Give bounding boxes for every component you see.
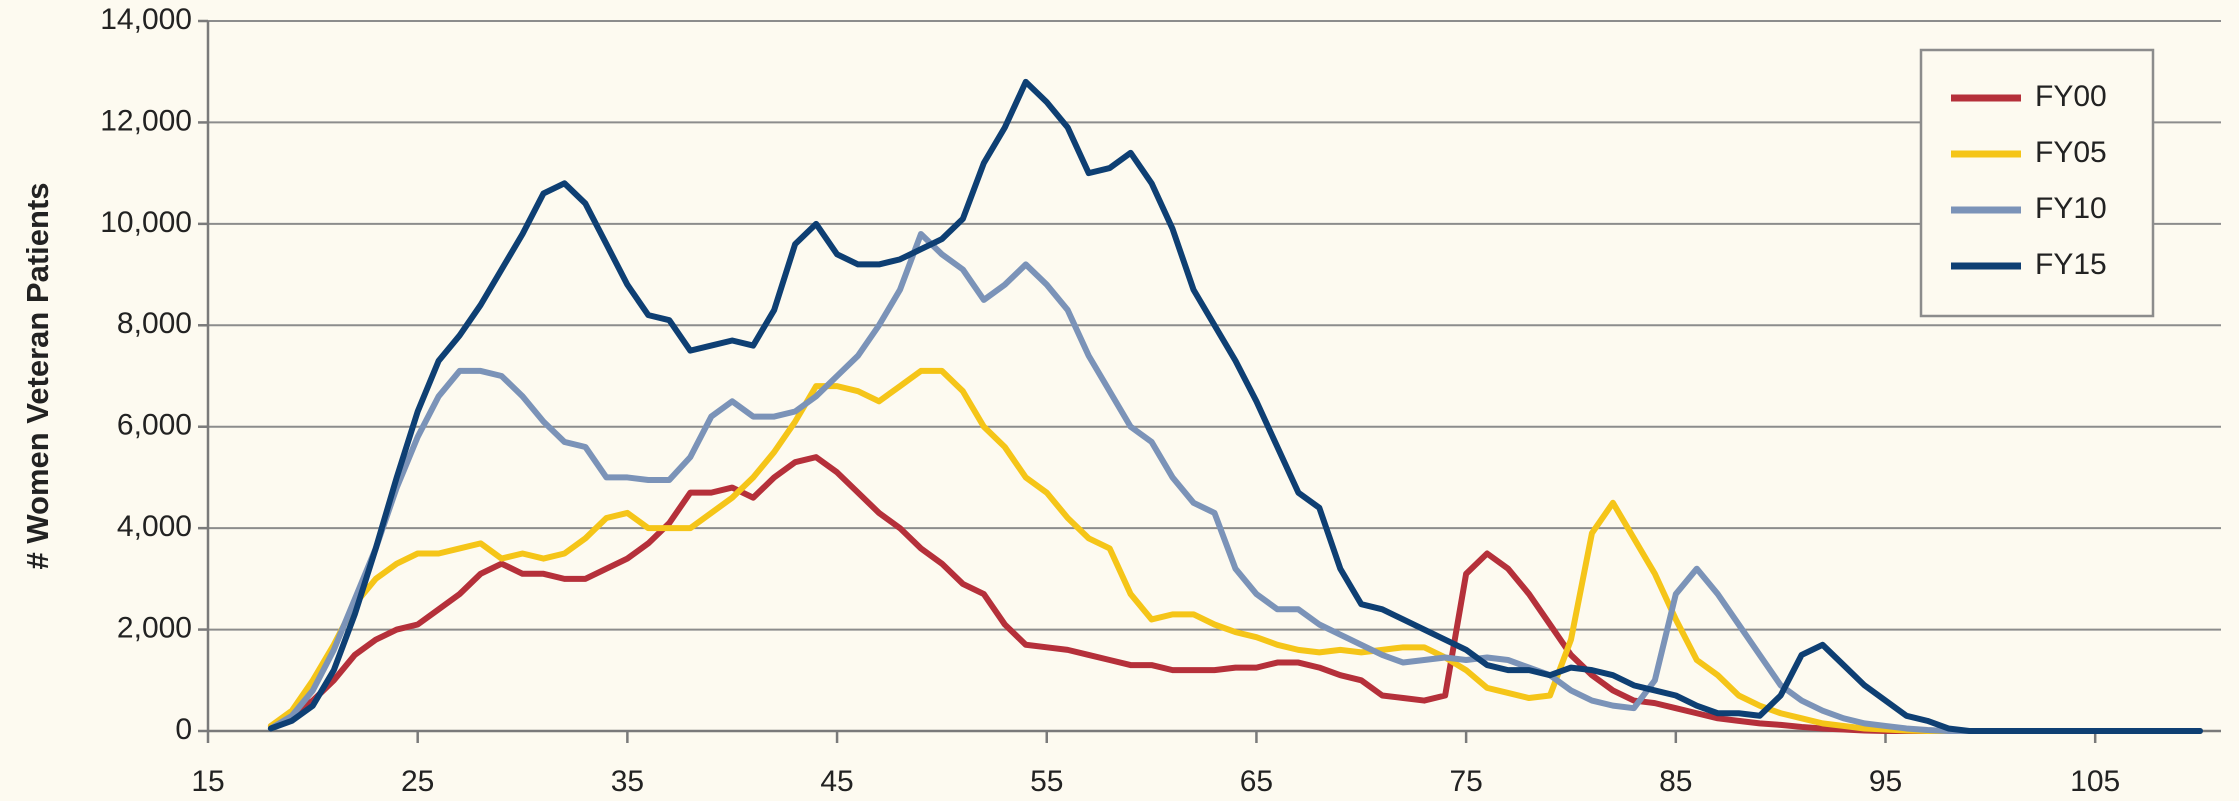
series-line	[267, 367, 2204, 734]
legend-label: FY00	[2035, 80, 2107, 113]
y-tick-label: 12,000	[100, 104, 192, 137]
y-tick-label: 2,000	[117, 611, 192, 644]
y-tick-label: 10,000	[100, 206, 192, 239]
x-tick-label: 15	[191, 765, 224, 798]
y-axis-label: # Women Veteran Patients	[20, 182, 55, 569]
series-line	[267, 231, 2204, 734]
x-tick-label: 85	[1659, 765, 1692, 798]
x-tick-label: 75	[1449, 765, 1482, 798]
y-tick-label: 6,000	[117, 409, 192, 442]
legend: FY00 FY05 FY10 FY15	[1919, 48, 2155, 318]
legend-label: FY05	[2035, 136, 2107, 169]
x-tick-label: 55	[1030, 765, 1063, 798]
x-tick-label: 65	[1240, 765, 1273, 798]
y-tick-label: 14,000	[100, 3, 192, 36]
legend-label: FY10	[2035, 192, 2107, 225]
series-line	[267, 78, 2204, 734]
y-tick-label: 8,000	[117, 307, 192, 340]
y-tick-label: 0	[175, 713, 192, 746]
legend-label: FY15	[2035, 248, 2107, 281]
legend-box	[1919, 48, 2155, 318]
y-tick-label: 4,000	[117, 510, 192, 543]
x-tick-label: 35	[611, 765, 644, 798]
x-tick-label: 95	[1869, 765, 1902, 798]
x-tick-label: 25	[401, 765, 434, 798]
x-tick-label: 105	[2070, 765, 2120, 798]
x-tick-label: 45	[820, 765, 853, 798]
